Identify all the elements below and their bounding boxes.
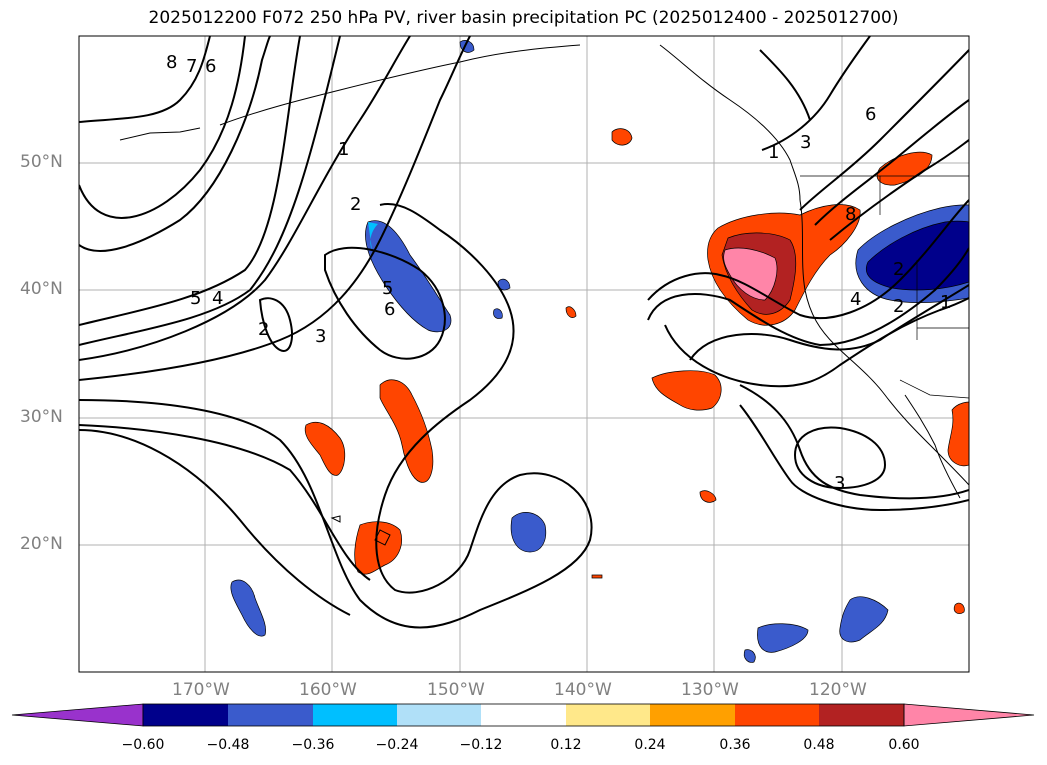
- lat-label: 50°N: [20, 152, 63, 172]
- contour-label: 6: [205, 56, 216, 77]
- contour-label: 2: [893, 259, 904, 280]
- contour-label: 2: [893, 296, 904, 317]
- positive-pc-region: [565, 306, 577, 318]
- lon-label: 130°W: [681, 680, 739, 700]
- positive-pc-region: [953, 602, 965, 614]
- contour-labels: 8 7 6 5 4 2 3 1 2 5 6 3 1 6 8 2 4 2 1 3: [166, 52, 951, 494]
- positive-pc-region: [591, 574, 603, 579]
- negative-pc-region: [230, 579, 266, 637]
- contour-label: 8: [845, 204, 856, 225]
- colorbar-extend-max: [903, 703, 1035, 727]
- contour-label: 8: [166, 52, 177, 73]
- contour-label: 5: [382, 278, 393, 299]
- precip-pc-shading: [230, 40, 969, 663]
- contour-label: 6: [865, 104, 876, 125]
- borders: [800, 175, 969, 399]
- negative-pc-region: [493, 308, 503, 319]
- map-frame: [78, 35, 970, 673]
- colorbar-tick-label: 0.48: [803, 737, 835, 753]
- contour-label: 5: [190, 288, 201, 309]
- colorbar-tick-label: −0.12: [459, 737, 503, 753]
- lat-label: 30°N: [20, 407, 63, 427]
- positive-pc-region: [651, 370, 722, 411]
- lon-label: 150°W: [427, 680, 485, 700]
- contour-label: 3: [800, 132, 811, 153]
- colorbar-extend-min: [11, 703, 144, 727]
- negative-pc-region: [510, 512, 547, 553]
- negative-pc-region: [839, 596, 889, 643]
- colorbar-tick-label: 0.12: [550, 737, 582, 753]
- contour-label: 7: [186, 56, 197, 77]
- positive-pc-region: [947, 401, 969, 467]
- contour-label: 1: [768, 142, 779, 163]
- colorbar-tick-label: 0.60: [888, 737, 920, 753]
- pv-contours: [79, 36, 969, 629]
- negative-pc-region: [866, 220, 969, 291]
- coastlines: [119, 44, 969, 546]
- map-background: [79, 36, 969, 672]
- colorbar-tick-label: −0.24: [375, 737, 419, 753]
- colorbar-tick-label: −0.60: [121, 737, 165, 753]
- negative-pc-region: [365, 220, 452, 333]
- contour-label: 3: [315, 326, 326, 347]
- map-title: 2025012200 F072 250 hPa PV, river basin …: [148, 8, 899, 28]
- lon-label: 160°W: [299, 680, 357, 700]
- positive-pc-region: [379, 379, 434, 483]
- lat-label: 20°N: [20, 534, 63, 554]
- negative-pc-region: [757, 623, 809, 653]
- lat-label: 40°N: [20, 279, 63, 299]
- positive-pc-region: [723, 247, 778, 301]
- contour-label: 4: [850, 289, 861, 310]
- positive-pc-region: [611, 128, 633, 146]
- contour-label: 4: [212, 288, 223, 309]
- contour-label: 1: [940, 292, 951, 313]
- lon-label: 170°W: [172, 680, 230, 700]
- positive-pc-region: [699, 490, 717, 503]
- contour-label: 2: [350, 194, 361, 215]
- colorbar-tick-label: 0.24: [634, 737, 666, 753]
- negative-pc-region: [368, 222, 378, 250]
- positive-pc-region: [304, 421, 346, 476]
- negative-pc-region: [743, 649, 756, 663]
- lon-label: 140°W: [554, 680, 612, 700]
- contour-label: 3: [834, 473, 845, 494]
- colorbar: [11, 703, 1035, 727]
- contour-label: 2: [258, 319, 269, 340]
- lon-label: 120°W: [809, 680, 867, 700]
- colorbar-tick-label: 0.36: [719, 737, 751, 753]
- contour-label: 1: [338, 139, 349, 160]
- colorbar-tick-label: −0.36: [291, 737, 335, 753]
- contour-label: 6: [384, 299, 395, 320]
- colorbar-tick-label: −0.48: [206, 737, 250, 753]
